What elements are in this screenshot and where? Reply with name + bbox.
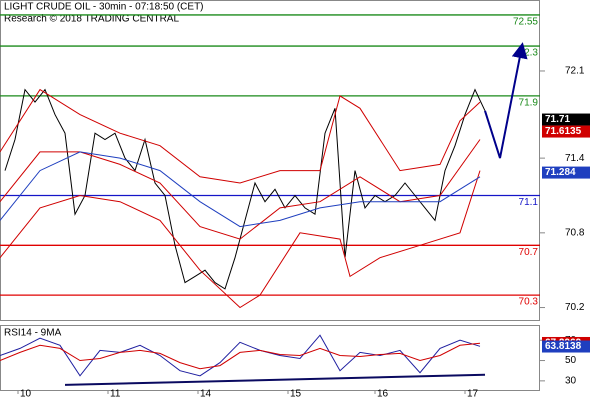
price-marker-label: 63.8138: [545, 341, 582, 352]
series-line: [0, 170, 481, 309]
price-marker-label: 71.6135: [545, 126, 582, 137]
y-tick-label: 30: [565, 376, 577, 387]
y-tick-label: 70.2: [565, 302, 585, 313]
level-label: 72.55: [513, 17, 538, 28]
y-tick-label: 50: [565, 355, 577, 366]
price-marker: [542, 340, 590, 353]
level-label: 71.9: [519, 98, 539, 109]
x-tick-label: 17: [467, 389, 479, 400]
rsi-frame: [0, 325, 540, 391]
price-marker: [542, 166, 590, 179]
price-marker-label: 71.71: [545, 114, 570, 125]
price-marker-label: 71.284: [545, 167, 576, 178]
y-tick-label: 70.8: [565, 227, 585, 238]
x-tick-label: 11: [110, 389, 121, 400]
price-frame: [0, 0, 540, 321]
series-line: [0, 334, 481, 377]
level-label: 70.3: [519, 297, 539, 308]
series-line: [0, 342, 481, 370]
level-label: 71.1: [519, 197, 539, 208]
series-line: [0, 151, 481, 228]
x-tick-label: 15: [290, 389, 302, 400]
chart-title: LIGHT CRUDE OIL - 30min - 07:18:50 (CET): [4, 2, 204, 13]
x-tick-label: 14: [200, 389, 212, 400]
level-label: 72.3: [519, 48, 539, 59]
x-tick-label: 16: [377, 389, 389, 400]
level-label: 70.7: [519, 247, 539, 258]
x-tick-label: 10: [20, 389, 32, 400]
y-tick-label: 72.1: [565, 66, 585, 77]
price-marker: [542, 125, 590, 138]
chart-subtitle: Research © 2018 TRADING CENTRAL: [4, 14, 179, 25]
series-line: [0, 88, 481, 184]
forecast-arrow: [484, 42, 528, 159]
trend-line: [64, 373, 486, 386]
y-tick-label: 71.4: [565, 153, 585, 164]
rsi-title: RSI14 - 9MA: [4, 328, 62, 339]
price-marker: [542, 113, 590, 126]
series-line: [4, 88, 486, 290]
